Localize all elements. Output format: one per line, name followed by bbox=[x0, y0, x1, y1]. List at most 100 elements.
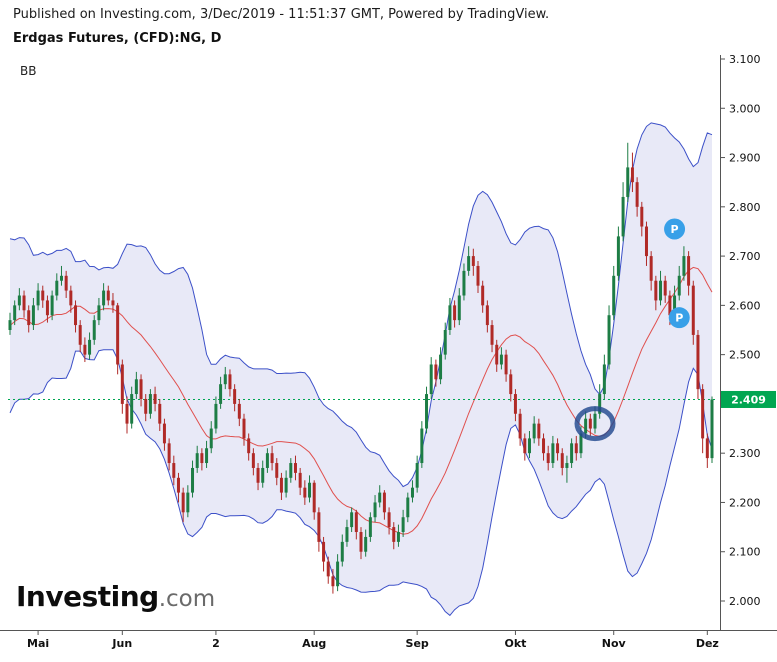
candle-body bbox=[214, 403, 218, 429]
candle-body bbox=[17, 295, 21, 306]
candle-body bbox=[167, 443, 171, 464]
circle-annotation[interactable] bbox=[574, 406, 616, 442]
candle-body bbox=[696, 334, 700, 390]
candle-body bbox=[462, 270, 466, 296]
candle-body bbox=[382, 492, 386, 513]
candle-body bbox=[602, 364, 606, 395]
candle-body bbox=[499, 354, 503, 365]
candle-body bbox=[350, 512, 354, 528]
candle-body bbox=[701, 389, 705, 439]
candle-body bbox=[97, 305, 101, 321]
candle-body bbox=[565, 463, 569, 468]
candle-body bbox=[186, 492, 190, 513]
candle-body bbox=[406, 497, 410, 518]
candle-body bbox=[457, 295, 461, 321]
candle-body bbox=[481, 285, 485, 306]
candle-body bbox=[144, 398, 148, 414]
candle-body bbox=[630, 167, 634, 183]
position-marker[interactable]: P bbox=[668, 307, 690, 329]
price-tick-label: 2.900 bbox=[729, 152, 761, 165]
candle-body bbox=[36, 290, 40, 306]
candle-body bbox=[560, 453, 564, 468]
candle-body bbox=[448, 305, 452, 330]
candle-body bbox=[336, 561, 340, 587]
candle-body bbox=[710, 399, 714, 459]
candle-body bbox=[612, 275, 616, 316]
candle-body bbox=[659, 280, 663, 301]
candle-body bbox=[673, 295, 677, 316]
price-tick-label: 2.600 bbox=[729, 299, 761, 312]
candle-body bbox=[153, 394, 157, 404]
candle-body bbox=[425, 394, 429, 429]
candle-body bbox=[584, 418, 588, 434]
candle-body bbox=[644, 226, 648, 257]
candle-body bbox=[668, 295, 672, 316]
candle-body bbox=[31, 305, 35, 326]
time-axis[interactable]: Mai Jun 2 Aug Sep Okt Nov Dez bbox=[27, 630, 719, 650]
candle-body bbox=[523, 438, 527, 454]
bollinger-upper-line bbox=[9, 122, 713, 488]
price-tick-label: 3.100 bbox=[729, 53, 761, 66]
candle-body bbox=[574, 443, 578, 454]
candle-body bbox=[27, 310, 31, 326]
position-marker[interactable]: P bbox=[664, 218, 686, 240]
candle-body bbox=[705, 438, 709, 459]
candle-body bbox=[354, 512, 358, 533]
candle-body bbox=[598, 394, 602, 414]
price-axis[interactable]: 3.1003.0002.9002.8002.7002.6002.5002.400… bbox=[720, 53, 761, 608]
candle-body bbox=[621, 196, 625, 237]
candle-body bbox=[396, 532, 400, 542]
candle-body bbox=[616, 236, 620, 276]
candle-body bbox=[429, 364, 433, 395]
candle-body bbox=[504, 354, 508, 375]
candle-body bbox=[588, 418, 592, 429]
bollinger-fill bbox=[10, 122, 712, 616]
candle-body bbox=[237, 403, 241, 419]
candle-body bbox=[74, 305, 78, 326]
candle-body bbox=[125, 403, 129, 424]
candle-body bbox=[116, 305, 120, 365]
candle-body bbox=[373, 502, 377, 518]
candle-body bbox=[542, 438, 546, 454]
candle-body bbox=[88, 339, 92, 355]
price-tick-label: 2.100 bbox=[729, 546, 761, 559]
candle-body bbox=[443, 330, 447, 355]
candle-body bbox=[134, 379, 138, 395]
candle-body bbox=[340, 541, 344, 562]
candle-body bbox=[308, 482, 312, 498]
candle-body bbox=[13, 305, 17, 321]
candle-body bbox=[172, 463, 176, 478]
candle-body bbox=[551, 443, 555, 464]
price-tick-label: 2.700 bbox=[729, 250, 761, 263]
candle-body bbox=[191, 467, 195, 493]
bollinger-basis-line bbox=[9, 266, 713, 535]
time-tick-label: Nov bbox=[602, 637, 627, 650]
candle-body bbox=[102, 290, 106, 306]
candle-body bbox=[677, 275, 681, 296]
candle-body bbox=[649, 256, 653, 281]
time-tick-label: Aug bbox=[302, 637, 326, 650]
candle-body bbox=[228, 374, 232, 390]
candle-body bbox=[607, 315, 611, 365]
candle-body bbox=[50, 295, 54, 316]
position-marker-label: P bbox=[671, 223, 679, 236]
candle-body bbox=[420, 428, 424, 464]
candle-body bbox=[401, 517, 405, 533]
candle-body bbox=[139, 379, 143, 399]
candle-body bbox=[69, 290, 73, 306]
candle-body bbox=[476, 265, 480, 286]
price-tick-label: 2.300 bbox=[729, 447, 761, 460]
candle-body bbox=[345, 527, 349, 542]
published-line: Published on Investing.com, 3/Dec/2019 -… bbox=[13, 7, 550, 22]
candle-body bbox=[293, 463, 297, 473]
candle-body bbox=[181, 492, 185, 513]
candle-body bbox=[41, 290, 45, 301]
candle-body bbox=[537, 423, 541, 439]
candle-body bbox=[289, 463, 293, 478]
position-marker-label: P bbox=[675, 312, 683, 325]
candle-body bbox=[556, 443, 560, 454]
candle-body bbox=[509, 374, 513, 395]
price-tick-label: 2.800 bbox=[729, 201, 761, 214]
candle-body bbox=[22, 295, 26, 311]
